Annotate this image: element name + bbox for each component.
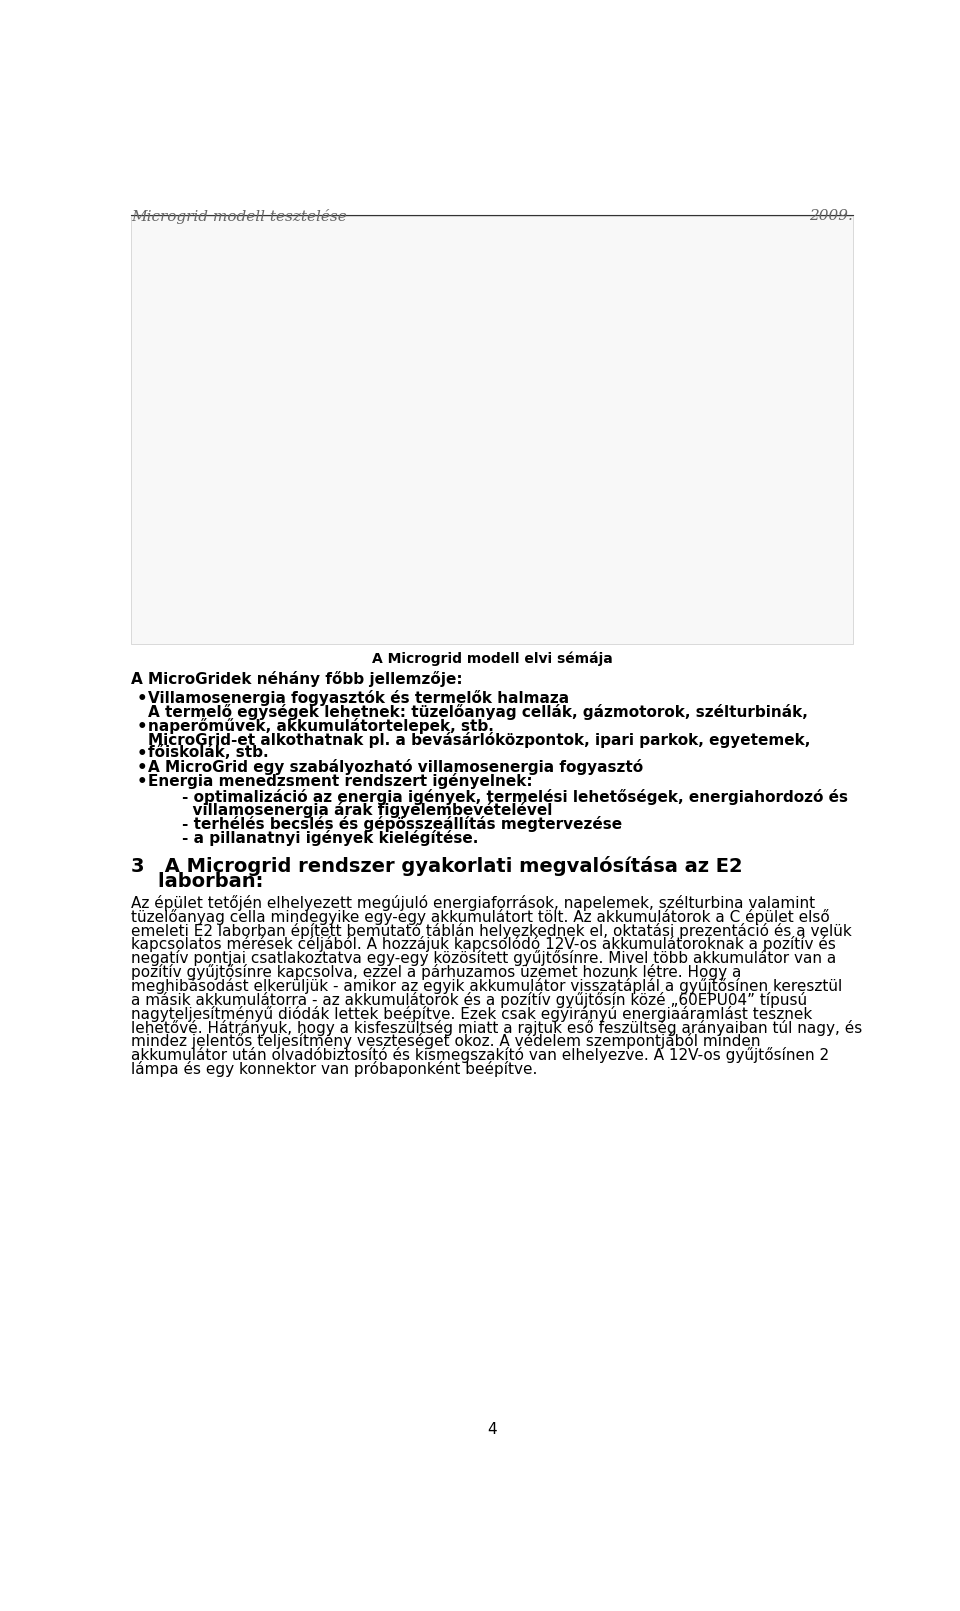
Text: laborban:: laborban: <box>131 872 263 891</box>
Text: A Microgrid modell elvi sémája: A Microgrid modell elvi sémája <box>372 651 612 665</box>
Text: MicroGrid-et alkothatnak pl. a bevásárlóközpontok, ipari parkok, egyetemek,: MicroGrid-et alkothatnak pl. a bevásárló… <box>148 731 810 748</box>
Text: Microgrid modell tesztelése: Microgrid modell tesztelése <box>131 209 347 224</box>
Text: - terhélés becslés és gépösszeállítás megtervezése: - terhélés becslés és gépösszeállítás me… <box>182 817 622 833</box>
Text: naperőművek, akkumulátortelepek, stb.: naperőművek, akkumulátortelepek, stb. <box>148 717 493 733</box>
Text: negatív pontjai csatlakoztatva egy-egy közösített gyűjtősínre. Mivel több akkumu: negatív pontjai csatlakoztatva egy-egy k… <box>131 950 836 967</box>
Text: Villamosenergia fogyasztók és termelők halmaza: Villamosenergia fogyasztók és termelők h… <box>148 690 569 706</box>
Text: főiskolák, stb.: főiskolák, stb. <box>148 746 269 760</box>
Text: A termelő egységek lehetnek: tüzelőanyag cellák, gázmotorok, szélturbinák,: A termelő egységek lehetnek: tüzelőanyag… <box>148 704 807 720</box>
Text: kapcsolatos mérések céljából. A hozzájuk kapcsolódó 12V-os akkumulátoroknak a po: kapcsolatos mérések céljából. A hozzájuk… <box>131 936 836 952</box>
Text: •: • <box>137 717 148 736</box>
FancyBboxPatch shape <box>131 216 853 644</box>
Text: Energia menedzsment rendszert igényelnek:: Energia menedzsment rendszert igényelnek… <box>148 773 533 789</box>
Text: lehetővé. Hátrányuk, hogy a kisfeszültség miatt a rajtuk eső feszültség arányaib: lehetővé. Hátrányuk, hogy a kisfeszültsé… <box>131 1020 862 1036</box>
Text: A MicroGrid egy szabályozható villamosenergia fogyasztó: A MicroGrid egy szabályozható villamosen… <box>148 759 643 775</box>
Text: •: • <box>137 773 148 791</box>
Text: 3   A Microgrid rendszer gyakorlati megvalósítása az E2: 3 A Microgrid rendszer gyakorlati megval… <box>131 857 742 876</box>
Text: •: • <box>137 690 148 707</box>
Text: A MicroGridek néhány főbb jellemzője:: A MicroGridek néhány főbb jellemzője: <box>131 672 463 688</box>
Text: villamosenergia árak figyelembevételével: villamosenergia árak figyelembevételével <box>182 802 552 818</box>
Text: akkumulátor után olvadóbiztosító és kismegszakító van elhelyezve. A 12V-os gyűjt: akkumulátor után olvadóbiztosító és kism… <box>131 1047 829 1063</box>
Text: a másik akkumulátorra - az akkumulátorok és a pozítív gyűjtősín közé „60EPU04” t: a másik akkumulátorra - az akkumulátorok… <box>131 992 807 1008</box>
Text: nagyteljesítményű diódák lettek beépítve. Ezek csak egyirányú energiaáramlást te: nagyteljesítményű diódák lettek beépítve… <box>131 1005 812 1021</box>
Text: pozítív gyűjtősínre kapcsolva, ezzel a párhuzamos üzemet hozunk létre. Hogy a: pozítív gyűjtősínre kapcsolva, ezzel a p… <box>131 963 741 979</box>
Text: - optimalizáció az energia igények, termelési lehetőségek, energiahordozó és: - optimalizáció az energia igények, term… <box>182 788 848 804</box>
Text: lámpa és egy konnektor van próbaponként beépítve.: lámpa és egy konnektor van próbaponként … <box>131 1062 538 1078</box>
Text: •: • <box>137 746 148 764</box>
Text: emeleti E2 laborban épített bemutató táblán helyezkednek el, oktatási prezentáci: emeleti E2 laborban épített bemutató táb… <box>131 923 852 939</box>
Text: •: • <box>137 759 148 777</box>
Text: meghibásodást elkerüljük - amikor az egyik akkumulátor visszatáplál a gyűjtősíne: meghibásodást elkerüljük - amikor az egy… <box>131 978 842 994</box>
Text: 4: 4 <box>487 1423 497 1437</box>
Text: tüzelőanyag cella mindegyike egy-egy akkumulátort tölt. Az akkumulátorok a C épü: tüzelőanyag cella mindegyike egy-egy akk… <box>131 909 829 925</box>
Text: Az épület tetőjén elhelyezett megújuló energiaforrások, napelemek, szélturbina v: Az épület tetőjén elhelyezett megújuló e… <box>131 894 815 910</box>
Text: 2009.: 2009. <box>809 209 853 222</box>
Text: - a pillanatnyi igények kielégítése.: - a pillanatnyi igények kielégítése. <box>182 830 478 846</box>
Text: mindez jelentős teljesítmény veszteséget okoz. A védelem szempontjából minden: mindez jelentős teljesítmény veszteséget… <box>131 1033 760 1049</box>
